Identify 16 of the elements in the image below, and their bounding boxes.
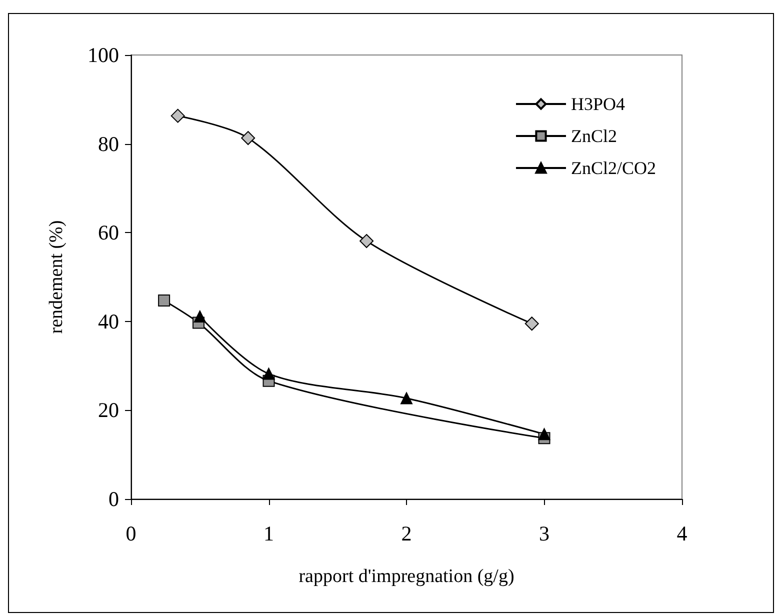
y-tick-label: 0 xyxy=(108,487,119,511)
y-tick-label: 40 xyxy=(98,309,119,334)
legend-label: ZnCl2/CO2 xyxy=(570,158,656,178)
legend-label: ZnCl2 xyxy=(570,126,618,146)
y-tick-label: 100 xyxy=(88,43,119,67)
x-tick-label: 1 xyxy=(264,522,274,546)
x-axis-title: rapport d'impregnation (g/g) xyxy=(298,566,514,587)
y-tick-label: 20 xyxy=(98,398,119,422)
y-axis-title: rendement (%) xyxy=(46,220,67,334)
x-tick-label: 3 xyxy=(539,522,550,546)
x-tick-label: 2 xyxy=(401,522,412,546)
legend-label: H3PO4 xyxy=(570,94,626,114)
x-tick-label: 4 xyxy=(676,522,688,546)
y-tick-label: 60 xyxy=(98,220,119,245)
y-tick-label: 80 xyxy=(98,132,119,156)
x-tick-label: 0 xyxy=(126,522,136,546)
